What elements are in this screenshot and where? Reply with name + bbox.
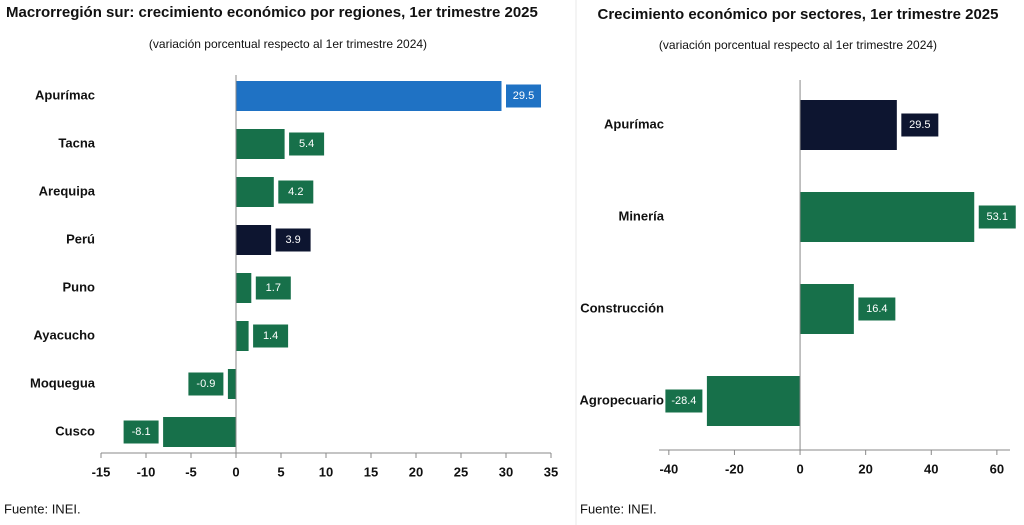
value-label: 1.4: [263, 330, 278, 342]
chart-subtitle: (variación porcentual respecto al 1er tr…: [149, 37, 427, 51]
category-label: Apurímac: [604, 116, 664, 131]
value-label: 1.7: [266, 282, 281, 294]
value-label-box: [122, 419, 160, 445]
x-tick-label: 20: [858, 461, 872, 476]
bar: [163, 417, 236, 447]
x-tick-label: 20: [409, 464, 423, 479]
source-note: Fuente: INEI.: [580, 501, 657, 516]
category-label: Moquegua: [30, 375, 96, 390]
value-label-box: [274, 227, 312, 253]
value-label: -28.4: [671, 395, 696, 407]
category-label: Construcción: [580, 300, 664, 315]
x-tick-label: 35: [544, 464, 558, 479]
value-label-box: [857, 296, 897, 322]
x-tick-label: -40: [659, 461, 678, 476]
value-label: 3.9: [285, 234, 300, 246]
value-label: 29.5: [909, 119, 930, 131]
value-label: -0.9: [196, 378, 215, 390]
category-label: Apurímac: [35, 87, 95, 102]
x-tick-label: 15: [364, 464, 378, 479]
value-label: 4.2: [288, 186, 303, 198]
bar: [236, 177, 274, 207]
value-label: -8.1: [132, 426, 151, 438]
x-tick-label: -20: [725, 461, 744, 476]
value-label: 16.4: [866, 303, 887, 315]
value-label-box: [505, 83, 542, 109]
x-tick-label: 0: [232, 464, 239, 479]
value-label-box: [277, 179, 315, 205]
x-tick-label: 10: [319, 464, 333, 479]
value-label-box: [288, 131, 326, 157]
x-tick-label: 40: [924, 461, 938, 476]
bar: [800, 100, 897, 150]
chart-subtitle: (variación porcentual respecto al 1er tr…: [659, 38, 937, 52]
bar: [227, 369, 236, 399]
x-tick-label: -15: [92, 464, 111, 479]
x-tick-label: -5: [185, 464, 197, 479]
value-label-box: [977, 204, 1017, 230]
category-label: Ayacucho: [33, 327, 95, 342]
category-label: Perú: [66, 231, 95, 246]
bar: [800, 284, 854, 334]
chart-title: Crecimiento económico por sectores, 1er …: [597, 6, 998, 23]
bar: [706, 376, 801, 426]
category-label: Arequipa: [39, 183, 96, 198]
category-label: Puno: [63, 279, 96, 294]
category-label: Agropecuario: [579, 392, 664, 407]
bar: [236, 321, 249, 351]
value-label-box: [254, 275, 292, 301]
x-tick-label: 60: [990, 461, 1004, 476]
value-label-box: [900, 112, 940, 138]
x-tick-label: 0: [796, 461, 803, 476]
value-label-box: [252, 323, 290, 349]
bar: [236, 225, 272, 255]
value-label: 53.1: [987, 211, 1008, 223]
source-note: Fuente: INEI.: [4, 501, 81, 516]
value-label: 5.4: [299, 138, 314, 150]
value-label: 29.5: [513, 90, 534, 102]
bar: [236, 129, 285, 159]
x-tick-label: 5: [277, 464, 284, 479]
bar: [236, 81, 502, 111]
category-label: Minería: [618, 208, 664, 223]
category-label: Cusco: [55, 423, 95, 438]
category-label: Tacna: [58, 135, 95, 150]
value-label-box: [187, 371, 225, 397]
x-tick-label: 25: [454, 464, 468, 479]
x-tick-label: -10: [137, 464, 156, 479]
x-tick-label: 30: [499, 464, 513, 479]
value-label-box: [664, 388, 704, 414]
bar: [800, 192, 975, 242]
chart-title: Macrorregión sur: crecimiento económico …: [6, 4, 538, 21]
bar: [236, 273, 252, 303]
